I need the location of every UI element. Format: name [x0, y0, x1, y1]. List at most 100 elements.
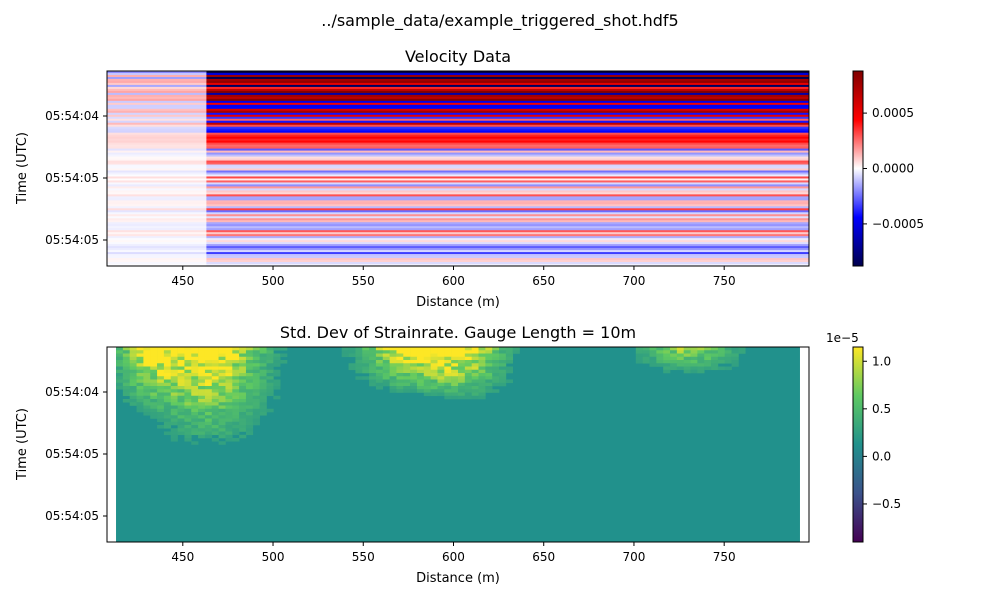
velocity-trace-band	[206, 88, 809, 92]
stddev-cell	[198, 350, 206, 354]
stddev-cell	[697, 353, 705, 358]
stddev-cell	[252, 408, 260, 413]
stddev-cell	[355, 360, 363, 364]
stddev-cell	[375, 379, 384, 384]
stddev-cell	[204, 421, 213, 426]
stddev-cell	[136, 408, 144, 413]
stddev-cell	[273, 369, 281, 374]
stddev-cell	[663, 363, 671, 367]
stddev-cell	[458, 373, 466, 377]
velocity-trace-band	[206, 258, 809, 261]
velocity-trace-band	[107, 262, 207, 265]
stddev-cell	[184, 353, 192, 358]
stddev-cell	[499, 347, 507, 351]
y-tick-label: 05:54:05	[45, 509, 99, 523]
stddev-cell	[724, 347, 732, 351]
stddev-cell	[471, 373, 479, 377]
stddev-cell	[451, 347, 459, 351]
stddev-cell	[198, 392, 206, 397]
velocity-trace-band	[107, 126, 207, 130]
velocity-trace-band	[107, 200, 207, 203]
stddev-cell	[266, 353, 274, 358]
stddev-cell	[375, 366, 384, 371]
stddev-cell	[191, 418, 199, 423]
y-tick-label: 05:54:05	[45, 447, 99, 461]
stddev-cell	[163, 421, 172, 426]
stddev-cell	[211, 363, 219, 367]
velocity-trace-band	[206, 186, 809, 189]
stddev-cell	[245, 425, 254, 429]
y-tick-label: 05:54:05	[45, 233, 99, 247]
stddev-cell	[485, 356, 493, 361]
stddev-cell	[150, 405, 158, 410]
stddev-cell	[499, 356, 507, 361]
stddev-cell	[204, 399, 213, 403]
stddev-cell	[273, 360, 281, 364]
stddev-cell	[198, 418, 206, 423]
stddev-cell	[478, 395, 486, 400]
stddev-cell	[416, 356, 425, 361]
stddev-cell	[403, 360, 411, 364]
stddev-cell	[245, 360, 254, 364]
stddev-cell	[375, 382, 384, 387]
stddev-cell	[430, 382, 438, 387]
stddev-cell	[464, 389, 472, 393]
velocity-trace-band	[107, 96, 207, 100]
colorbar-tick-label: 0.0000	[872, 162, 914, 176]
stddev-cell	[711, 356, 719, 361]
stddev-cell	[150, 379, 158, 384]
velocity-trace-band	[107, 198, 207, 201]
stddev-cell	[724, 360, 732, 364]
stddev-cell	[170, 347, 178, 351]
stddev-cell	[122, 392, 131, 397]
stddev-cell	[403, 366, 411, 371]
stddev-cell	[416, 373, 425, 377]
stddev-cell	[499, 369, 507, 374]
stddev-cell	[471, 376, 479, 380]
stddev-cell	[163, 347, 172, 351]
stddev-cell	[512, 347, 520, 351]
stddev-cell	[150, 353, 158, 358]
velocity-trace-band	[206, 104, 809, 108]
stddev-cell	[683, 353, 691, 358]
stddev-cell	[478, 386, 486, 390]
velocity-trace-band	[107, 218, 207, 221]
stddev-cell	[211, 350, 219, 354]
stddev-cell	[444, 389, 452, 393]
stddev-cell	[143, 356, 151, 361]
stddev-cell	[129, 402, 137, 406]
stddev-cell	[642, 347, 650, 351]
stddev-cell	[492, 389, 500, 393]
stddev-cell	[382, 376, 390, 380]
stddev-cell	[177, 392, 185, 397]
stddev-cell	[245, 353, 254, 358]
velocity-trace-band	[107, 72, 207, 76]
stddev-cell	[211, 376, 219, 380]
stddev-cell	[184, 379, 192, 384]
stddev-cell	[416, 350, 425, 354]
stddev-cell	[259, 366, 267, 371]
stddev-cell	[136, 382, 144, 387]
stddev-cell	[191, 353, 199, 358]
stddev-cell	[642, 360, 650, 364]
stddev-cell	[499, 360, 507, 364]
stddev-cell	[252, 389, 260, 393]
stddev-cell	[157, 405, 165, 410]
stddev-cell	[218, 431, 226, 436]
stddev-cell	[204, 389, 213, 393]
stddev-cell	[177, 382, 185, 387]
stddev-cell	[635, 350, 643, 354]
stddev-cell	[211, 418, 219, 423]
velocity-trace-band	[107, 246, 207, 249]
velocity-trace-band	[107, 82, 207, 86]
stddev-cell	[410, 373, 418, 377]
stddev-cell	[259, 389, 267, 393]
velocity-trace-band	[107, 182, 207, 185]
stddev-cell	[355, 376, 363, 380]
stddev-cell	[163, 353, 172, 358]
stddev-cell	[143, 369, 151, 374]
stddev-cell	[348, 363, 356, 367]
stddev-cell	[403, 389, 411, 393]
stddev-cell	[245, 418, 254, 423]
x-tick-label: 700	[622, 550, 645, 564]
